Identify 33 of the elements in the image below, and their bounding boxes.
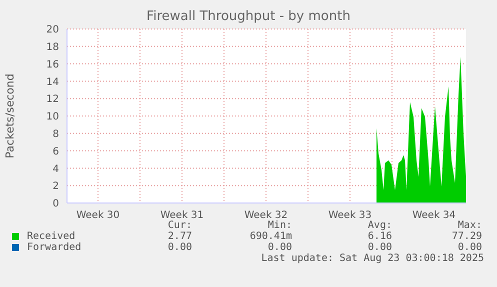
y-tick-label: 18 — [46, 42, 59, 53]
text: 0.00 — [266, 242, 292, 253]
chart-title: Firewall Throughput - by month — [146, 9, 352, 24]
x-tick-label: Week 33 — [328, 210, 372, 222]
text: Last update: Sat Aug 23 03:00:18 2025 — [260, 253, 484, 264]
y-axis-title: Packets/second — [4, 74, 16, 158]
text: 6.16 — [366, 231, 392, 242]
y-tick-label: 14 — [46, 76, 59, 88]
x-tick-label: Week 31 — [160, 210, 204, 222]
y-tick-label: 0 — [52, 198, 59, 210]
y-tick-label: 16 — [46, 59, 59, 70]
text: 0.00 — [366, 242, 392, 253]
text: 0.00 — [456, 242, 482, 253]
legend-label: Forwarded — [27, 242, 82, 253]
legend-label: Received — [27, 231, 76, 242]
text: Avg: — [366, 220, 392, 231]
text: 2.77 — [166, 231, 192, 242]
text: 77.29 — [450, 231, 482, 242]
x-tick-label: Week 34 — [412, 210, 456, 222]
x-tick-label: Week 30 — [76, 210, 120, 222]
text: Cur: — [166, 220, 192, 231]
text: Max: — [456, 220, 482, 231]
text: Min: — [266, 220, 292, 231]
y-tick-label: 6 — [52, 146, 59, 158]
y-tick-label: 2 — [52, 181, 59, 192]
y-tick-label: 4 — [52, 164, 59, 175]
text: 690.41m — [248, 231, 292, 242]
y-tick-label: 8 — [52, 128, 59, 140]
text: 0.00 — [166, 242, 192, 253]
y-tick-label: 10 — [46, 112, 59, 123]
y-tick-label: 12 — [46, 94, 59, 106]
y-tick-label: 20 — [46, 24, 59, 36]
x-tick-label: Week 32 — [244, 210, 288, 222]
